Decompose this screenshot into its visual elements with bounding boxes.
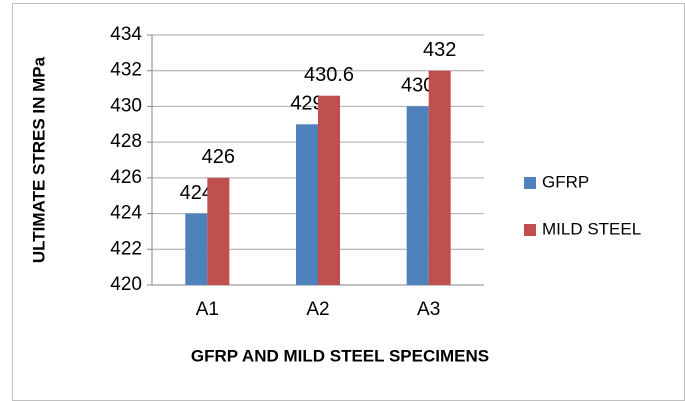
y-axis-title: ULTIMATE STRES IN MPa <box>29 56 48 263</box>
value-label: 429 <box>290 93 323 115</box>
x-tick-label: A3 <box>417 299 440 320</box>
y-tick-label: 432 <box>110 60 142 81</box>
x-axis-title: GFRP AND MILD STEEL SPECIMENS <box>191 346 489 365</box>
legend-swatch <box>524 177 536 189</box>
y-tick-label: 428 <box>110 131 142 152</box>
y-tick-label: 424 <box>110 203 142 224</box>
y-tick-label: 422 <box>110 238 142 259</box>
x-tick-label: A2 <box>306 299 329 320</box>
legend-label: GFRP <box>542 172 589 191</box>
x-tick-label: A1 <box>196 299 219 320</box>
bar <box>406 106 429 285</box>
y-tick-label: 430 <box>110 95 142 116</box>
y-tick-label: 426 <box>110 167 142 188</box>
value-label: 430.6 <box>304 64 354 86</box>
value-label: 426 <box>202 146 235 168</box>
value-label: 430 <box>401 75 434 97</box>
legend-label: MILD STEEL <box>542 219 641 238</box>
y-tick-label: 420 <box>110 274 142 295</box>
legend-swatch <box>524 224 536 236</box>
bar <box>207 177 230 285</box>
bar <box>185 213 208 285</box>
bar <box>296 124 318 286</box>
chart-frame <box>12 3 685 401</box>
value-label: 432 <box>423 39 456 61</box>
bar <box>428 70 451 285</box>
value-label: 424 <box>180 182 213 204</box>
bar <box>318 95 340 285</box>
y-tick-label: 434 <box>110 24 142 45</box>
